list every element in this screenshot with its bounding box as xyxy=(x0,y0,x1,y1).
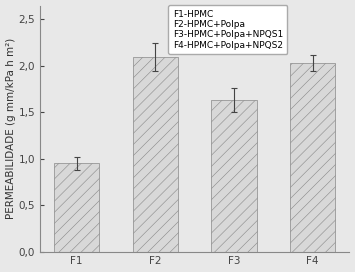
Bar xyxy=(132,57,178,252)
Bar xyxy=(54,163,99,252)
Legend: F1-HPMC, F2-HPMC+Polpa, F3-HPMC+Polpa+NPQS1, F4-HPMC+Polpa+NPQS2: F1-HPMC, F2-HPMC+Polpa, F3-HPMC+Polpa+NP… xyxy=(168,5,288,54)
Bar xyxy=(290,63,335,252)
Bar xyxy=(211,100,257,252)
Y-axis label: PERMEABILIDADE (g mm/kPa h m²): PERMEABILIDADE (g mm/kPa h m²) xyxy=(6,38,16,219)
